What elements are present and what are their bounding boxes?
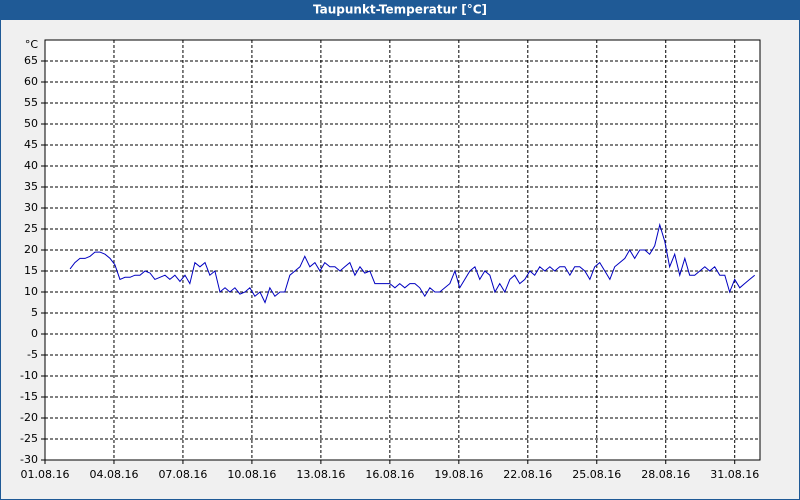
y-tick-label: 50 <box>24 117 38 130</box>
y-tick-label: 0 <box>31 327 38 340</box>
y-tick-label: -15 <box>20 390 38 403</box>
x-tick-label: 04.08.16 <box>89 468 138 481</box>
y-tick-label: 30 <box>24 201 38 214</box>
y-tick-label: 60 <box>24 75 38 88</box>
y-tick-label: -25 <box>20 432 38 445</box>
x-tick-label: 01.08.16 <box>21 468 70 481</box>
y-tick-label: 55 <box>24 96 38 109</box>
x-tick-label: 13.08.16 <box>296 468 345 481</box>
chart-title: Taupunkt-Temperatur [°C] <box>313 3 487 17</box>
y-tick-label: 10 <box>24 285 38 298</box>
y-tick-label: 45 <box>24 138 38 151</box>
x-tick-label: 28.08.16 <box>641 468 690 481</box>
y-tick-label: -5 <box>27 348 38 361</box>
y-tick-label: -20 <box>20 411 38 424</box>
y-tick-label: -30 <box>20 453 38 466</box>
y-tick-label: 15 <box>24 264 38 277</box>
y-tick-label: 25 <box>24 222 38 235</box>
x-tick-label: 10.08.16 <box>227 468 276 481</box>
y-tick-label: 35 <box>24 180 38 193</box>
y-tick-label: 65 <box>24 54 38 67</box>
x-tick-label: 25.08.16 <box>572 468 621 481</box>
y-tick-label: 5 <box>31 306 38 319</box>
x-tick-label: 22.08.16 <box>503 468 552 481</box>
x-tick-label: 19.08.16 <box>434 468 483 481</box>
y-tick-label: 20 <box>24 243 38 256</box>
y-tick-label: 40 <box>24 159 38 172</box>
x-tick-label: 07.08.16 <box>158 468 207 481</box>
y-tick-label: -10 <box>20 369 38 382</box>
x-tick-label: 31.08.16 <box>710 468 759 481</box>
y-axis-label: °C <box>25 38 39 51</box>
data-line <box>69 222 756 304</box>
title-bar <box>0 0 800 20</box>
x-tick-label: 16.08.16 <box>365 468 414 481</box>
